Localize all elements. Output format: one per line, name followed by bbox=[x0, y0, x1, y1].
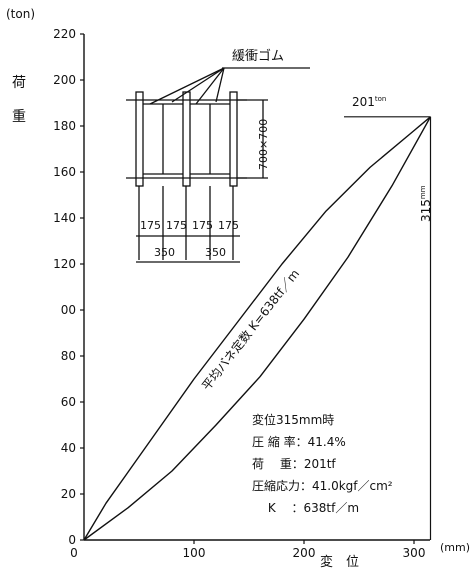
end-plate bbox=[135, 91, 144, 187]
x-tick-label: 0 bbox=[70, 546, 78, 560]
displacement-label: 315mm bbox=[419, 185, 433, 222]
y-tick-label: 220 bbox=[53, 27, 76, 41]
x-tick-label: 100 bbox=[183, 546, 206, 560]
y-tick-label: 60 bbox=[61, 395, 76, 409]
x-tick-label: 200 bbox=[293, 546, 316, 560]
x-unit-label: (mm) bbox=[440, 541, 471, 554]
x-axis-label: 変 位 bbox=[320, 555, 360, 570]
span-label: 350 bbox=[154, 246, 175, 259]
y-tick-label: 200 bbox=[53, 73, 76, 87]
y-tick-label: 180 bbox=[53, 119, 76, 133]
curves bbox=[83, 116, 432, 541]
y-tick-label: 160 bbox=[53, 165, 76, 179]
y-tick-label: 80 bbox=[61, 349, 76, 363]
info-line: K ：638tf／m bbox=[252, 501, 360, 515]
y-axis-label-1: 荷 bbox=[12, 75, 26, 91]
axes bbox=[83, 34, 430, 541]
width-label: 175 bbox=[140, 219, 161, 232]
rubber-diagram bbox=[126, 67, 310, 263]
rubber-leader-line bbox=[149, 67, 225, 105]
loading-curve bbox=[83, 116, 431, 541]
span-label: 350 bbox=[205, 246, 226, 259]
y-tick-label: 140 bbox=[53, 211, 76, 225]
info-line: 荷 重：201tf bbox=[252, 457, 336, 471]
rubber-leader-line bbox=[171, 67, 225, 103]
y-tick-label: 00 bbox=[61, 303, 76, 317]
rubber-leader-line bbox=[215, 67, 225, 103]
y-tick-label: 120 bbox=[53, 257, 76, 271]
rubber-title: 緩衝ゴム bbox=[232, 49, 285, 64]
width-label: 175 bbox=[166, 219, 187, 232]
info-line: 圧縮応力：41.0kgf／cm² bbox=[252, 479, 393, 493]
info-line: 圧 縮 率：41.4% bbox=[252, 435, 346, 449]
middle-plate bbox=[182, 91, 191, 187]
y-tick-label: 0 bbox=[68, 533, 76, 547]
info-line: 変位315mm時 bbox=[252, 413, 335, 427]
y-axis-label-2: 重 bbox=[12, 109, 26, 125]
height-dimension-label: 700×700 bbox=[257, 118, 270, 170]
width-label: 175 bbox=[192, 219, 213, 232]
ticks bbox=[80, 33, 415, 544]
width-label: 175 bbox=[218, 219, 239, 232]
y-tick-label: 40 bbox=[61, 441, 76, 455]
y-tick-label: 20 bbox=[61, 487, 76, 501]
x-tick-label: 300 bbox=[403, 546, 426, 560]
unloading-curve bbox=[83, 116, 432, 541]
end-plate bbox=[229, 91, 238, 187]
y-unit-label: (ton) bbox=[6, 7, 36, 21]
peak-label: 201ton bbox=[352, 95, 387, 109]
rubber-leader-line bbox=[195, 67, 225, 105]
guides bbox=[344, 116, 432, 540]
tick-labels: 0 20 40 60 80 00 120 140 160 180 200 220 0 100 200 300 bbox=[53, 27, 425, 560]
